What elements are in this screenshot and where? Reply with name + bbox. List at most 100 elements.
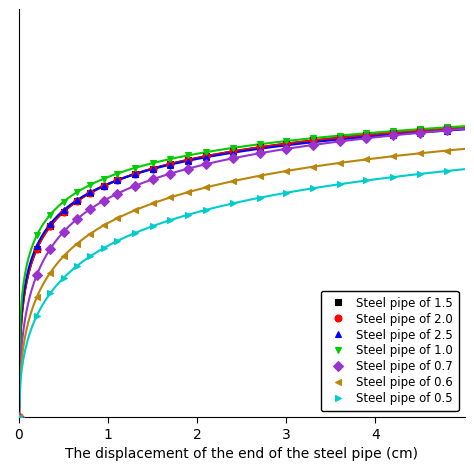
Steel pipe of 0.5 [417, 171, 423, 177]
Steel pipe of 0.7 [230, 155, 236, 161]
Steel pipe of 1.0 [101, 176, 107, 182]
Steel pipe of 1.0 [47, 212, 53, 218]
Steel pipe of 2.0 [230, 148, 236, 154]
Steel pipe of 1.5 [114, 178, 120, 183]
Steel pipe of 0.5 [150, 223, 155, 229]
Steel pipe of 0.6 [391, 154, 396, 159]
Steel pipe of 0.5 [257, 195, 263, 201]
Steel pipe of 1.5 [337, 135, 343, 140]
Steel pipe of 1.0 [257, 141, 263, 147]
Steel pipe of 1.5 [203, 153, 209, 159]
Steel pipe of 1.5 [87, 190, 93, 196]
Steel pipe of 2.5 [16, 414, 22, 420]
Steel pipe of 2.5 [203, 155, 209, 160]
Steel pipe of 2.5 [230, 150, 236, 155]
Steel pipe of 2.5 [417, 130, 423, 136]
Steel pipe of 0.6 [114, 216, 120, 221]
Steel pipe of 0.5 [132, 230, 137, 236]
Steel pipe of 1.5 [257, 145, 263, 150]
Steel pipe of 2.0 [257, 145, 263, 150]
Steel pipe of 0.6 [47, 270, 53, 276]
Steel pipe of 2.5 [364, 134, 369, 140]
Steel pipe of 1.0 [16, 414, 22, 420]
Steel pipe of 0.5 [364, 178, 369, 183]
X-axis label: The displacement of the end of the steel pipe (cm): The displacement of the end of the steel… [65, 447, 418, 461]
Legend: Steel pipe of 1.5, Steel pipe of 2.0, Steel pipe of 2.5, Steel pipe of 1.0, Stee: Steel pipe of 1.5, Steel pipe of 2.0, St… [320, 291, 459, 411]
Steel pipe of 0.5 [337, 182, 343, 187]
Steel pipe of 2.0 [34, 246, 40, 252]
Steel pipe of 2.5 [47, 221, 53, 227]
Steel pipe of 0.5 [168, 217, 173, 223]
Steel pipe of 0.6 [87, 231, 93, 237]
Steel pipe of 2.5 [185, 158, 191, 164]
Steel pipe of 0.7 [34, 272, 40, 278]
Steel pipe of 0.5 [283, 190, 289, 196]
Line: Steel pipe of 2.0: Steel pipe of 2.0 [16, 125, 450, 420]
Steel pipe of 0.6 [74, 241, 80, 246]
Steel pipe of 1.0 [150, 160, 155, 166]
Line: Steel pipe of 0.6: Steel pipe of 0.6 [16, 147, 450, 420]
Steel pipe of 2.0 [168, 161, 173, 167]
Steel pipe of 1.5 [310, 137, 316, 143]
Steel pipe of 0.7 [16, 414, 22, 420]
Steel pipe of 1.5 [101, 183, 107, 189]
Steel pipe of 0.6 [61, 254, 66, 259]
Steel pipe of 0.5 [87, 254, 93, 259]
Steel pipe of 2.5 [391, 132, 396, 137]
Steel pipe of 2.5 [168, 162, 173, 167]
Steel pipe of 0.7 [185, 166, 191, 172]
Steel pipe of 0.5 [114, 238, 120, 244]
Steel pipe of 0.6 [230, 178, 236, 184]
Steel pipe of 2.5 [283, 143, 289, 148]
Steel pipe of 0.5 [185, 212, 191, 218]
Steel pipe of 2.0 [364, 132, 369, 138]
Steel pipe of 0.5 [230, 201, 236, 206]
Steel pipe of 0.6 [337, 160, 343, 166]
Steel pipe of 0.6 [364, 156, 369, 162]
Steel pipe of 2.0 [16, 414, 22, 420]
Steel pipe of 1.0 [114, 171, 120, 176]
Steel pipe of 0.7 [337, 138, 343, 144]
Steel pipe of 0.6 [310, 164, 316, 170]
Steel pipe of 0.6 [34, 294, 40, 300]
Steel pipe of 2.0 [87, 190, 93, 196]
Steel pipe of 1.5 [150, 166, 155, 172]
Steel pipe of 1.0 [230, 145, 236, 151]
Steel pipe of 0.7 [87, 206, 93, 212]
Steel pipe of 1.5 [34, 246, 40, 252]
Steel pipe of 1.5 [364, 132, 369, 138]
Steel pipe of 0.6 [168, 194, 173, 200]
Steel pipe of 1.0 [87, 182, 93, 188]
Steel pipe of 0.6 [283, 168, 289, 174]
Steel pipe of 0.6 [101, 223, 107, 228]
Steel pipe of 0.5 [74, 263, 80, 269]
Steel pipe of 1.5 [417, 128, 423, 133]
Steel pipe of 0.7 [310, 142, 316, 148]
Steel pipe of 0.5 [444, 168, 449, 174]
Steel pipe of 0.7 [203, 161, 209, 167]
Steel pipe of 0.6 [185, 189, 191, 195]
Steel pipe of 1.5 [444, 126, 449, 131]
Steel pipe of 2.5 [444, 128, 449, 133]
Steel pipe of 1.0 [337, 133, 343, 138]
Steel pipe of 0.5 [101, 246, 107, 251]
Steel pipe of 2.5 [257, 146, 263, 152]
Steel pipe of 2.0 [132, 171, 137, 177]
Steel pipe of 2.5 [34, 243, 40, 248]
Steel pipe of 1.5 [132, 171, 137, 177]
Steel pipe of 2.0 [114, 178, 120, 183]
Steel pipe of 0.7 [283, 146, 289, 152]
Steel pipe of 1.5 [391, 130, 396, 136]
Steel pipe of 1.0 [61, 199, 66, 205]
Steel pipe of 1.5 [185, 157, 191, 163]
Steel pipe of 1.0 [417, 126, 423, 132]
Steel pipe of 0.5 [391, 174, 396, 180]
Steel pipe of 1.0 [364, 130, 369, 136]
Steel pipe of 2.5 [87, 190, 93, 195]
Steel pipe of 2.0 [150, 166, 155, 172]
Steel pipe of 0.7 [47, 246, 53, 252]
Steel pipe of 0.6 [203, 184, 209, 190]
Steel pipe of 0.7 [168, 171, 173, 176]
Steel pipe of 1.5 [283, 141, 289, 146]
Steel pipe of 0.6 [150, 201, 155, 206]
